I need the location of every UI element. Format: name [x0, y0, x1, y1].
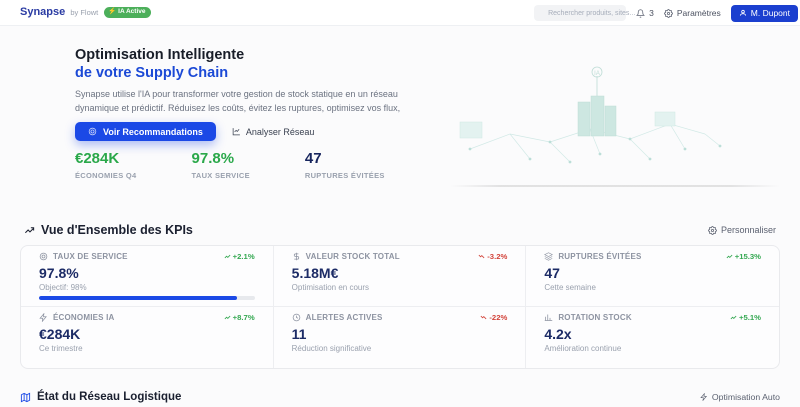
svg-text:IA: IA	[594, 71, 600, 77]
